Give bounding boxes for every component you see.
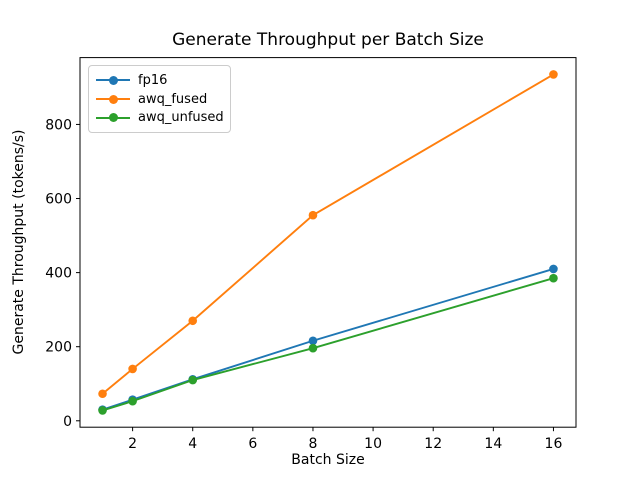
svg-text:800: 800 — [45, 117, 72, 133]
svg-text:4: 4 — [188, 436, 197, 452]
x-axis-label: Batch Size — [291, 452, 364, 468]
svg-text:400: 400 — [45, 266, 72, 282]
y-axis-label: Generate Throughput (tokens/s) — [11, 130, 27, 355]
svg-text:10: 10 — [364, 436, 382, 452]
legend: fp16 awq_fused awq_unfused — [88, 65, 231, 133]
legend-item-fp16: fp16 — [96, 71, 222, 90]
svg-text:8: 8 — [309, 436, 318, 452]
svg-text:600: 600 — [45, 192, 72, 208]
legend-item-awq-unfused: awq_unfused — [96, 108, 224, 127]
legend-line-marker-icon — [96, 94, 130, 104]
plot-area: 2 4 6 8 10 12 14 16 0 200 400 600 800 — [45, 57, 577, 452]
legend-label: fp16 — [138, 72, 168, 88]
svg-text:16: 16 — [545, 436, 563, 452]
svg-text:6: 6 — [248, 436, 257, 452]
svg-text:12: 12 — [424, 436, 442, 452]
legend-line-marker-icon — [96, 113, 130, 123]
legend-label: awq_fused — [138, 91, 208, 107]
legend-line-marker-icon — [96, 75, 130, 85]
chart-title: Generate Throughput per Batch Size — [172, 30, 484, 50]
svg-text:200: 200 — [45, 340, 72, 356]
legend-label: awq_unfused — [138, 110, 224, 126]
svg-text:2: 2 — [128, 436, 137, 452]
svg-text:14: 14 — [484, 436, 502, 452]
svg-text:0: 0 — [63, 414, 72, 430]
legend-item-awq-fused: awq_fused — [96, 90, 222, 109]
